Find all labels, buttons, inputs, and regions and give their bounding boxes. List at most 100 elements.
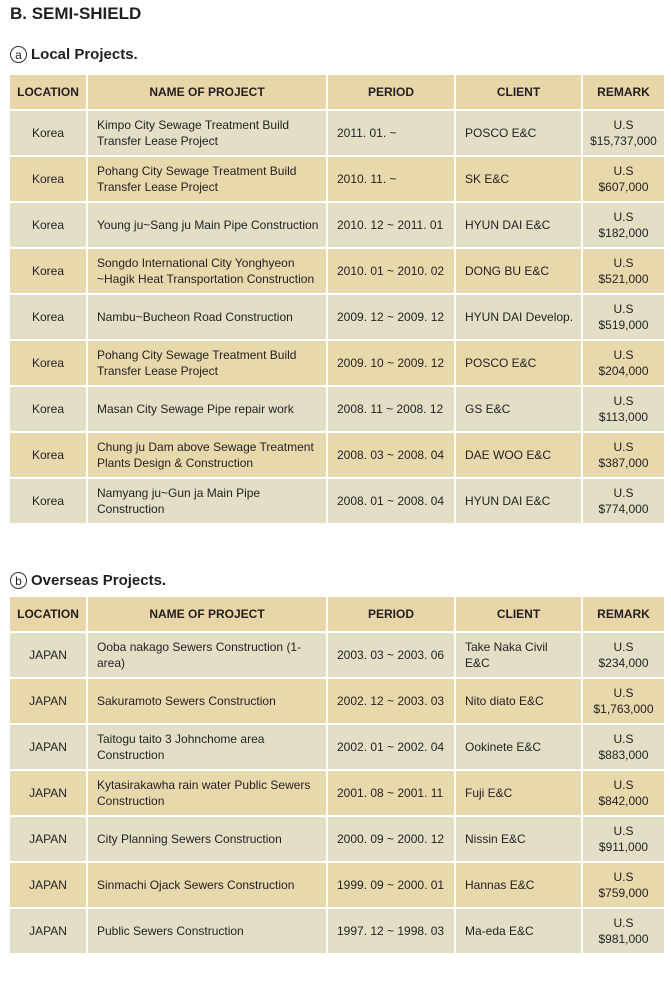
client-cell: GS E&C	[456, 387, 581, 431]
client-cell-text: Ma-eda E&C	[465, 924, 534, 938]
client-cell: Hannas E&C	[456, 863, 581, 907]
period-cell: 2009. 10 ~ 2009. 12	[328, 341, 454, 385]
location-cell-text: Korea	[31, 356, 65, 370]
project-name-cell: Taitogu taito 3 Johnchome area Construct…	[88, 725, 326, 769]
client-cell: HYUN DAI E&C	[456, 203, 581, 247]
circled-a-icon: a	[10, 46, 27, 63]
project-name-cell: Nambu~Bucheon Road Construction	[88, 295, 326, 339]
project-name-cell-text: Sakuramoto Sewers Construction	[97, 694, 276, 708]
table-row: JAPAN Ooba nakago Sewers Construction (1-…	[10, 633, 664, 677]
client-cell: POSCO E&C	[456, 111, 581, 155]
period-cell: 2010. 01 ~ 2010. 02	[328, 249, 454, 293]
remark-currency: U.S	[613, 778, 634, 792]
remark-cell: U.S $774,000	[583, 479, 664, 523]
remark-cell: U.S $234,000	[583, 633, 664, 677]
period-cell-text: 2010. 01 ~ 2010. 02	[337, 264, 445, 278]
period-cell: 2002. 12 ~ 2003. 03	[328, 679, 454, 723]
project-name-cell-text: Chung ju Dam above Sewage Treatment Plan…	[97, 440, 314, 470]
location-cell: JAPAN	[10, 633, 86, 677]
location-cell: JAPAN	[10, 817, 86, 861]
client-cell: Nito diato E&C	[456, 679, 581, 723]
remark-currency: U.S	[613, 348, 634, 362]
project-name-cell-text: Masan City Sewage Pipe repair work	[97, 402, 294, 416]
client-cell: Nissin E&C	[456, 817, 581, 861]
remark-amount: $842,000	[598, 794, 649, 808]
header-remark: REMARK	[583, 597, 664, 631]
remark-cell: U.S $387,000	[583, 433, 664, 477]
period-cell-text: 2003. 03 ~ 2003. 06	[337, 648, 445, 662]
remark-currency: U.S	[613, 394, 634, 408]
client-cell: Ma-eda E&C	[456, 909, 581, 953]
header-location: LOCATION	[10, 75, 86, 109]
location-cell-text: Korea	[31, 448, 65, 462]
period-cell-text: 2010. 12 ~ 2011. 01	[337, 218, 444, 232]
location-cell: JAPAN	[10, 771, 86, 815]
remark-amount: $519,000	[598, 318, 649, 332]
client-cell-text: Hannas E&C	[465, 878, 535, 892]
period-cell-text: 2011. 01. ~	[337, 126, 397, 140]
remark-currency: U.S	[613, 640, 634, 654]
client-cell: Fuji E&C	[456, 771, 581, 815]
project-name-cell-text: City Planning Sewers Construction	[97, 832, 282, 846]
project-name-cell: Kimpo City Sewage Treatment Build Transf…	[88, 111, 326, 155]
remark-amount: $607,000	[598, 180, 649, 194]
table-row: Korea Chung ju Dam above Sewage Treatment…	[10, 433, 664, 477]
client-cell-text: SK E&C	[465, 172, 510, 186]
project-name-cell-text: Pohang City Sewage Treatment Build Trans…	[97, 348, 297, 378]
project-name-cell: Kytasirakawha rain water Public Sewers C…	[88, 771, 326, 815]
client-cell-text: Ookinete E&C	[465, 740, 542, 754]
remark-cell: U.S $182,000	[583, 203, 664, 247]
client-cell-text: Take Naka Civil E&C	[465, 640, 548, 670]
remark-amount: $15,737,000	[590, 134, 657, 148]
project-name-cell-text: Taitogu taito 3 Johnchome area Construct…	[97, 732, 265, 762]
client-cell: POSCO E&C	[456, 341, 581, 385]
period-cell: 2008. 03 ~ 2008. 04	[328, 433, 454, 477]
table-row: Korea Young ju~Sang ju Main Pipe Construc…	[10, 203, 664, 247]
period-cell: 2010. 11. ~	[328, 157, 454, 201]
remark-cell: U.S $883,000	[583, 725, 664, 769]
project-name-cell-text: Kytasirakawha rain water Public Sewers C…	[97, 778, 311, 808]
location-cell-text: Korea	[31, 310, 65, 324]
remark-amount: $759,000	[598, 886, 649, 900]
project-name-cell-text: Sinmachi Ojack Sewers Construction	[97, 878, 295, 892]
project-name-cell: Pohang City Sewage Treatment Build Trans…	[88, 157, 326, 201]
client-cell: DONG BU E&C	[456, 249, 581, 293]
location-cell: Korea	[10, 203, 86, 247]
remark-cell: U.S $607,000	[583, 157, 664, 201]
location-cell-text: Korea	[31, 218, 65, 232]
period-cell-text: 2010. 11. ~	[337, 172, 397, 186]
period-cell: 2003. 03 ~ 2003. 06	[328, 633, 454, 677]
remark-amount: $182,000	[598, 226, 649, 240]
remark-amount: $981,000	[598, 932, 649, 946]
client-cell-text: HYUN DAI E&C	[465, 218, 551, 232]
location-cell: Korea	[10, 341, 86, 385]
client-cell: Ookinete E&C	[456, 725, 581, 769]
location-cell: JAPAN	[10, 863, 86, 907]
remark-currency: U.S	[613, 118, 634, 132]
project-name-cell-text: Namyang ju~Gun ja Main Pipe Construction	[97, 486, 261, 516]
period-cell: 2008. 01 ~ 2008. 04	[328, 479, 454, 523]
location-cell-text: JAPAN	[29, 832, 67, 846]
header-remark: REMARK	[583, 75, 664, 109]
table-row: JAPAN Taitogu taito 3 Johnchome area Cons…	[10, 725, 664, 769]
table-row: JAPAN Sakuramoto Sewers Construction 2002.…	[10, 679, 664, 723]
location-cell-text: Korea	[31, 126, 65, 140]
project-name-cell-text: Young ju~Sang ju Main Pipe Construction	[97, 218, 319, 232]
remark-amount: $204,000	[598, 364, 649, 378]
project-name-cell-text: Songdo International City Yonghyeon ~Hag…	[97, 256, 315, 286]
location-cell: Korea	[10, 157, 86, 201]
header-period: PERIOD	[328, 75, 454, 109]
location-cell: Korea	[10, 295, 86, 339]
client-cell-text: DAE WOO E&C	[465, 448, 552, 462]
local-projects-heading: a Local Projects.	[10, 46, 138, 63]
table-row: Korea Namyang ju~Gun ja Main Pipe Constru…	[10, 479, 664, 523]
table-row: Korea Songdo International City Yonghyeon…	[10, 249, 664, 293]
location-cell: Korea	[10, 479, 86, 523]
local-projects-table: LOCATION NAME OF PROJECT PERIOD CLIENT R…	[8, 73, 666, 525]
remark-amount: $234,000	[598, 656, 649, 670]
period-cell: 2002. 01 ~ 2002. 04	[328, 725, 454, 769]
remark-currency: U.S	[613, 916, 634, 930]
location-cell: JAPAN	[10, 725, 86, 769]
overseas-projects-table: LOCATION NAME OF PROJECT PERIOD CLIENT R…	[8, 595, 666, 955]
client-cell-text: Nissin E&C	[465, 832, 526, 846]
